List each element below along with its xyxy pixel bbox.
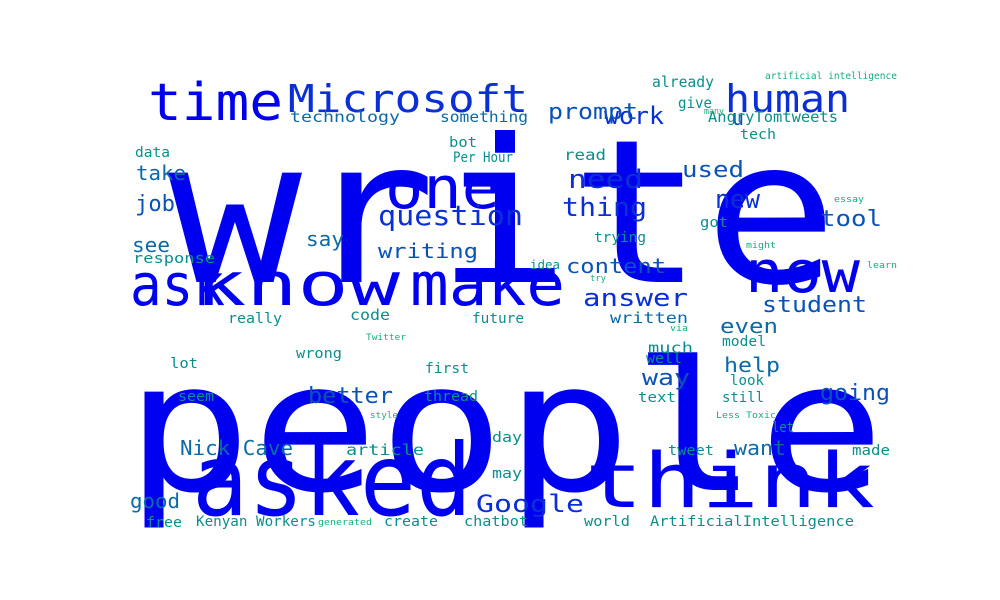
word-used: used <box>682 158 744 183</box>
word-article: article <box>346 441 424 459</box>
word-better: better <box>308 384 393 409</box>
word-write: write <box>168 97 838 330</box>
word-less-toxic: Less Toxic <box>716 411 776 421</box>
word-twitter: Twitter <box>366 333 407 343</box>
word-microsoft: Microsoft <box>288 77 528 121</box>
word-tweet: tweet <box>668 443 714 459</box>
word-many: many <box>704 107 725 117</box>
word-much: much <box>648 339 693 357</box>
word-angrytomtweets: AngryTomtweets <box>708 108 838 126</box>
word-give: give <box>678 94 712 112</box>
word-text: text <box>638 390 676 406</box>
word-human: human <box>725 77 850 121</box>
word-code: code <box>350 306 390 324</box>
word-create: create <box>384 514 438 530</box>
word-help: help <box>724 353 780 377</box>
word-free: free <box>146 515 182 531</box>
word-per-hour: Per Hour <box>453 150 513 166</box>
word-something: something <box>440 108 528 126</box>
word-job: job <box>135 192 175 217</box>
word-style: style <box>370 411 398 421</box>
word-made: made <box>852 443 890 459</box>
word-technology: technology <box>290 108 400 126</box>
word-essay: essay <box>834 195 865 205</box>
word-question: question <box>378 199 523 232</box>
word-think: think <box>585 436 875 525</box>
word-already: already <box>652 73 714 91</box>
word-data: data <box>135 145 170 161</box>
word-now: now <box>745 238 860 306</box>
word-tool: tool <box>820 207 882 232</box>
word-answer: answer <box>583 284 688 312</box>
word-let: let <box>772 420 794 436</box>
word-know: know <box>195 250 401 320</box>
word-really: really <box>228 311 282 327</box>
word-future: future <box>472 311 524 327</box>
word-asked: asked <box>192 422 472 539</box>
word-thread: thread <box>424 389 478 405</box>
word-read: read <box>564 146 606 164</box>
word-world: world <box>584 514 630 530</box>
word-u: u <box>732 106 744 131</box>
word-good: good <box>130 489 180 513</box>
word-via: via <box>670 324 688 334</box>
word-day: day <box>492 430 522 446</box>
word-seem: seem <box>178 389 214 405</box>
word-bot: bot <box>449 135 477 151</box>
word-learn: learn <box>867 261 897 271</box>
word-work: work <box>604 102 665 130</box>
word-may: may <box>492 466 522 482</box>
word-say: say <box>306 227 344 251</box>
word-chatbot: chatbot <box>464 514 528 530</box>
word-well: well <box>646 351 682 367</box>
word-people: people <box>125 324 885 533</box>
word-trying: trying <box>594 230 646 246</box>
word-want: want <box>734 436 786 460</box>
word-response: response <box>133 251 215 267</box>
word-one: one <box>385 154 500 222</box>
word-see: see <box>132 233 170 257</box>
word-take: take <box>136 161 186 185</box>
word-new: new <box>715 185 760 215</box>
word-look: look <box>730 373 765 389</box>
word-written: written <box>610 309 688 327</box>
word-nick-cave: Nick Cave <box>180 436 293 460</box>
word-kenyan-workers: Kenyan Workers <box>196 514 316 530</box>
word-way: way <box>642 366 690 391</box>
word-generated: generated <box>318 518 372 528</box>
word-got: got <box>700 215 728 231</box>
word-student: student <box>762 293 867 318</box>
word-model: model <box>722 334 766 350</box>
word-first: first <box>425 361 469 377</box>
word-lot: lot <box>170 356 198 372</box>
word-even: even <box>720 314 778 338</box>
word-ask: ask <box>130 251 225 319</box>
word-make: make <box>410 250 565 320</box>
word-idea: idea <box>530 258 560 272</box>
word-content: content <box>566 254 666 278</box>
word-prompt: prompt <box>548 100 638 125</box>
word-try: try <box>590 274 607 284</box>
word-might: might <box>746 241 776 251</box>
word-google: Google <box>476 490 584 518</box>
word-thing: thing <box>562 193 647 223</box>
word-artificial-intelligence: artificial intelligence <box>765 71 897 82</box>
word-still: still <box>722 390 764 406</box>
word-artificialintelligence: ArtificialIntelligence <box>650 514 854 530</box>
word-wrong: wrong <box>296 346 342 362</box>
word-tech: tech <box>740 127 776 143</box>
word-going: going <box>820 381 890 406</box>
word-time: time <box>148 73 283 133</box>
word-writing: writing <box>378 239 478 263</box>
word-need: need <box>568 165 643 195</box>
